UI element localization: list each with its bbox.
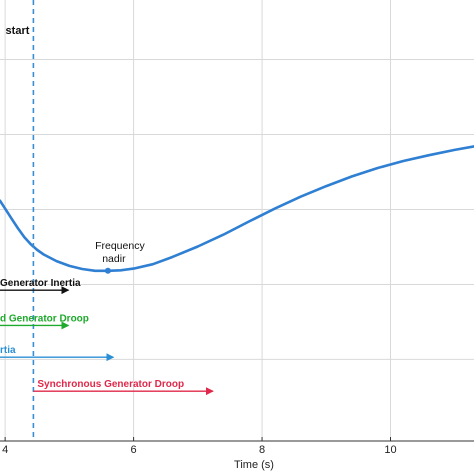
grid-layer [0,0,474,441]
event-line-label: start [6,25,30,37]
nadir-label-line1: Frequency [95,240,145,252]
arrow-label: d Generator Droop [0,313,89,324]
nadir-label-line2: nadir [102,253,126,265]
arrow-label: Generator Inertia [0,278,81,289]
x-axis-title: Time (s) [234,459,274,471]
arrow-label: Synchronous Generator Droop [37,379,184,390]
x-tick-label: 6 [131,444,137,456]
x-tick-label: 4 [2,444,8,456]
x-tick-label: 8 [259,444,265,456]
axis-layer: 4 6 8 10 Time (s) [0,437,474,471]
arrow-label: rtia [0,345,16,356]
series-line [0,145,474,273]
nadir-marker [104,267,111,274]
x-tick-label: 10 [384,444,396,456]
series-layer [0,145,474,273]
